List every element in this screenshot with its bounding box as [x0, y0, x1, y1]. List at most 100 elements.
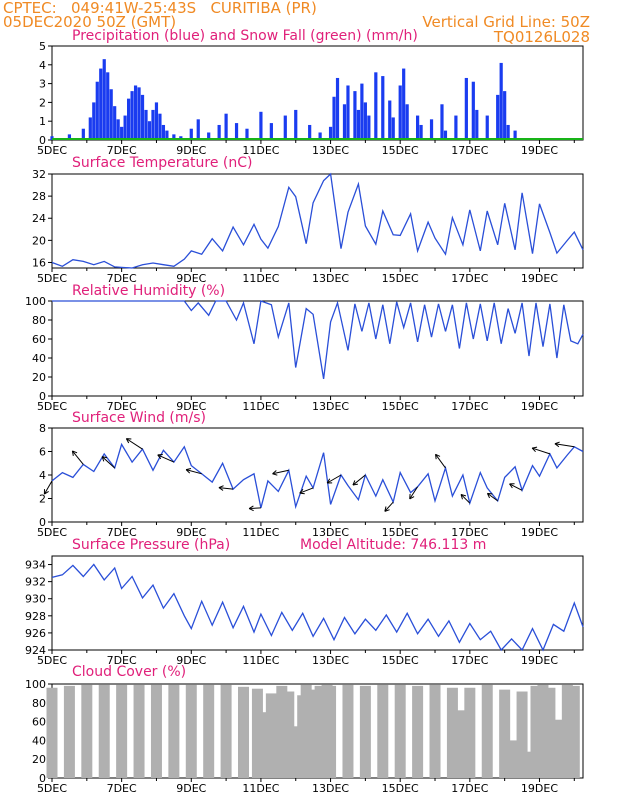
wind-arrow	[352, 474, 366, 486]
cloud-bar	[457, 710, 469, 778]
cloud-bar	[98, 684, 110, 778]
precip-bar	[172, 134, 176, 140]
cloud-bar	[63, 685, 75, 778]
wind-arrow	[249, 507, 261, 510]
precip-bar	[67, 134, 72, 140]
wind-arrow-head	[554, 443, 560, 448]
precip-bar	[95, 81, 99, 140]
pressure-y-tick-label: 930	[25, 593, 46, 606]
precip-bar	[151, 109, 155, 140]
humidity-x-tick-label: 11DEC	[242, 400, 279, 413]
precip-bar	[102, 59, 106, 140]
humidity-x-tick-label: 13DEC	[312, 400, 349, 413]
precip-bar	[464, 77, 468, 140]
precip-bar	[328, 126, 333, 140]
cloud-bar	[464, 687, 476, 778]
cloud-x-tick-label: 9DEC	[176, 782, 206, 795]
precip-bar	[332, 96, 336, 140]
precip-bar	[207, 132, 211, 140]
precip-bar	[374, 72, 378, 140]
precip-bar	[496, 94, 500, 140]
precip-bar	[485, 115, 489, 140]
cloud-x-tick-label: 7DEC	[107, 782, 137, 795]
cloud-bar	[116, 684, 128, 778]
pressure-x-tick-label: 13DEC	[312, 654, 349, 667]
wind-arrow-head	[272, 473, 278, 476]
precip-bar	[443, 130, 448, 140]
temperature-x-tick-label: 9DEC	[176, 272, 206, 285]
wind-arrow	[326, 474, 342, 484]
temperature-x-tick-label: 13DEC	[312, 272, 349, 285]
precip-bar	[503, 91, 507, 140]
precip-bar	[189, 128, 193, 140]
wind-arrow-head	[532, 446, 538, 449]
wind-arrow-head	[299, 488, 304, 494]
precip-bar	[259, 111, 263, 140]
precip-bar	[224, 113, 228, 140]
wind-x-tick-label: 19DEC	[521, 526, 558, 539]
precip-bar	[154, 102, 159, 140]
humidity-x-tick-label: 15DEC	[382, 400, 419, 413]
cloud-bar	[509, 740, 521, 778]
cloud-bar	[185, 684, 197, 778]
wind-arrow-head	[486, 493, 491, 499]
precip-bar	[123, 115, 127, 140]
cloud-bar	[133, 684, 145, 778]
precip-bar	[335, 77, 340, 140]
cloud-bar	[265, 693, 277, 778]
temperature-y-tick-label: 32	[32, 168, 46, 181]
precip-bar	[294, 109, 298, 140]
cloud-bar	[537, 684, 549, 778]
header-model-code: TQ0126L028	[493, 28, 590, 46]
precip-bar	[388, 100, 392, 140]
cloud-x-tick-label: 13DEC	[312, 782, 349, 795]
precip-bar	[416, 115, 420, 140]
wind-arrow-head	[460, 493, 467, 497]
cloud-x-tick-label: 5DEC	[37, 782, 67, 795]
wind-x-tick-label: 15DEC	[382, 526, 419, 539]
precip-y-tick-label: 4	[39, 59, 46, 72]
precip-x-tick-label: 13DEC	[312, 144, 349, 157]
wind-arrow-head	[218, 485, 224, 489]
cloud-bar	[530, 685, 542, 778]
wind-x-tick-label: 17DEC	[451, 526, 488, 539]
wind-arrow-head	[72, 450, 78, 454]
wind-arrow-head	[509, 483, 513, 489]
precip-bar	[137, 87, 141, 140]
precip-bar	[147, 121, 152, 140]
precip-bar	[381, 76, 385, 140]
wind-arrow	[126, 438, 143, 450]
wind-panel-title: Surface Wind (m/s)	[72, 410, 206, 426]
precip-bar	[506, 124, 510, 140]
humidity-x-tick-label: 9DEC	[176, 400, 206, 413]
model-altitude: Model Altitude: 746.113 m	[300, 537, 487, 553]
cloud-bar	[394, 684, 406, 778]
precip-x-tick-label: 15DEC	[382, 144, 419, 157]
cloud-bar	[220, 684, 232, 778]
pressure-x-tick-label: 19DEC	[521, 654, 558, 667]
wind-x-tick-label: 7DEC	[107, 526, 137, 539]
precip-bar	[499, 62, 503, 140]
cloud-bar	[561, 684, 573, 778]
precip-bar	[346, 85, 350, 140]
precip-bar	[234, 123, 239, 140]
pressure-y-tick-label: 924	[25, 644, 46, 657]
precip-y-tick-label: 0	[39, 134, 46, 147]
wind-arrow	[272, 469, 289, 475]
cloud-bar	[412, 685, 424, 778]
wind-arrow-head	[71, 450, 74, 456]
wind-arrow-head	[218, 487, 224, 491]
precip-bar	[356, 109, 361, 140]
precip-x-tick-label: 11DEC	[242, 144, 279, 157]
cloud-bar	[481, 684, 493, 778]
precip-bar	[513, 130, 517, 140]
precip-panel-title: Precipitation (blue) and Snow Fall (gree…	[72, 28, 418, 44]
temperature-y-tick-label: 28	[32, 190, 46, 203]
precip-bar	[475, 109, 479, 140]
precip-bar	[419, 124, 423, 140]
precip-bar	[342, 104, 347, 140]
wind-arrow-head	[435, 454, 437, 460]
temperature-x-tick-label: 11DEC	[242, 272, 279, 285]
cloud-bar	[150, 684, 162, 778]
precip-bar	[161, 124, 166, 140]
